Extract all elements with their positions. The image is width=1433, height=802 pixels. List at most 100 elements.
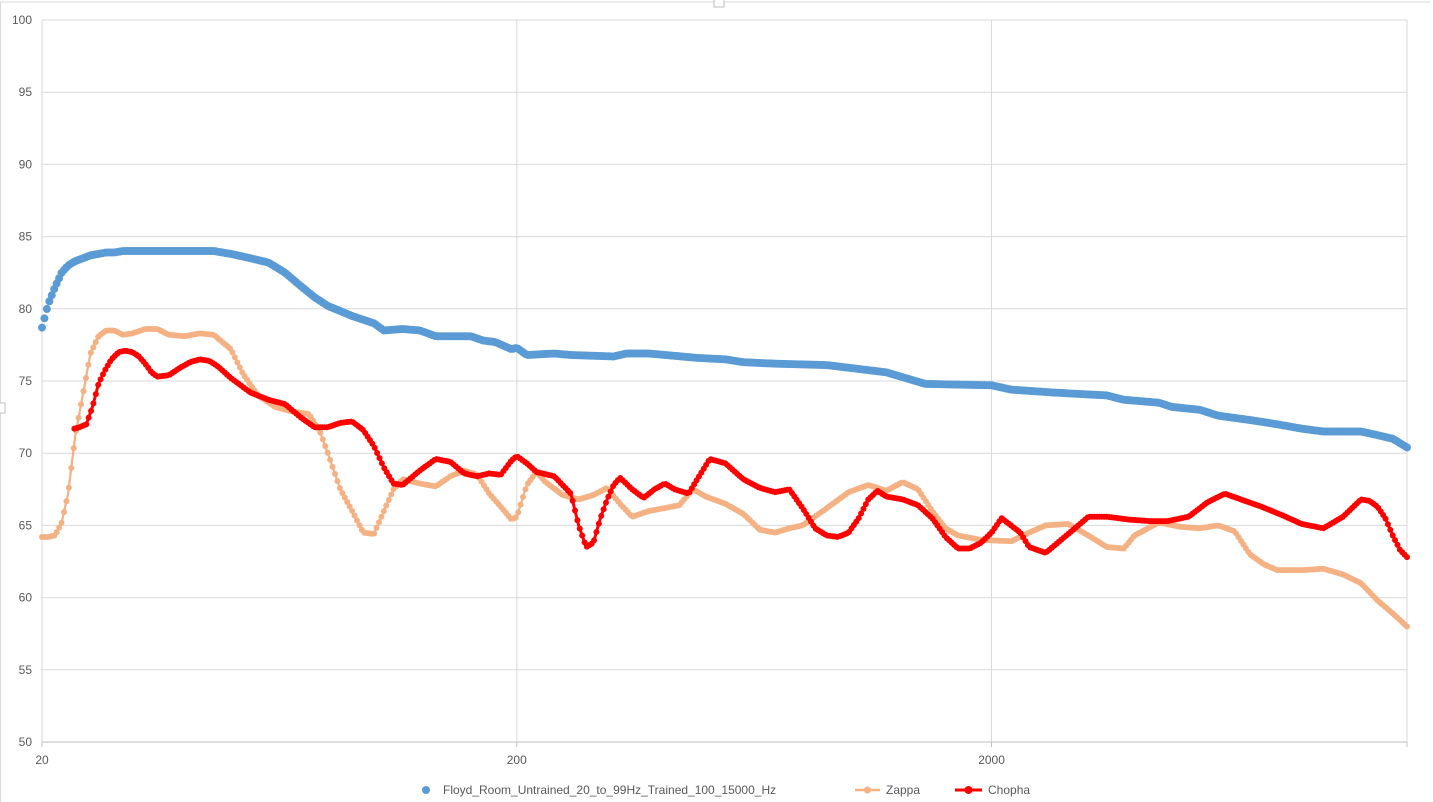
data-point-zappa [385, 497, 392, 504]
resize-handle-left[interactable] [0, 402, 6, 414]
gridlines [42, 19, 1408, 743]
data-point-zappa [80, 388, 87, 395]
data-point-zappa [317, 429, 324, 436]
y-tick-label: 85 [19, 230, 33, 244]
data-point-zappa [349, 507, 356, 514]
legend-marker-zappa [864, 786, 871, 794]
data-point-floyd-room-untrained-20-to-99hz-trained-100-15000-hz [38, 323, 46, 332]
data-point-chopha [569, 497, 576, 504]
data-point-zappa [354, 517, 360, 524]
data-point-chopha [83, 421, 90, 428]
data-point-zappa [356, 522, 363, 529]
data-point-zappa [517, 501, 524, 508]
series-Chopha [71, 347, 1410, 561]
axes: 50 55 60 65 70 75 80 85 90 95 100 20 200 2000 [12, 13, 1408, 767]
data-point-floyd-room-untrained-20-to-99hz-trained-100-15000-hz [45, 297, 54, 306]
data-point-zappa [231, 354, 238, 361]
data-point-chopha [97, 376, 104, 383]
data-point-chopha [593, 528, 600, 535]
data-point-chopha [99, 371, 106, 378]
data-point-chopha [602, 499, 609, 506]
data-point-chopha [1384, 521, 1391, 528]
data-point-zappa [520, 493, 527, 500]
data-point-chopha [572, 507, 578, 514]
data-point-zappa [339, 489, 346, 496]
data-point-chopha [595, 520, 602, 527]
data-point-zappa [90, 344, 97, 351]
data-point-zappa [324, 449, 331, 456]
data-point-chopha [1394, 541, 1401, 548]
data-point-zappa [327, 456, 334, 463]
data-point-chopha [1387, 526, 1394, 533]
resize-handle-top[interactable] [713, 0, 725, 8]
data-point-zappa [522, 486, 529, 493]
data-point-chopha [605, 493, 612, 500]
data-point-zappa [53, 529, 60, 536]
data-point-chopha [600, 506, 607, 513]
data-point-zappa [63, 498, 70, 505]
data-point-chopha [85, 414, 92, 421]
data-point-zappa [336, 485, 343, 492]
data-point-chopha [1389, 532, 1396, 539]
y-tick-label: 90 [19, 157, 33, 171]
series-Floyd_Room_Untrained_20_to_99Hz_Trained_100_15000_Hz [38, 247, 1411, 452]
data-point-zappa [512, 514, 519, 521]
y-tick-label: 55 [19, 663, 33, 677]
y-tick-label: 95 [19, 85, 33, 99]
data-point-zappa [229, 349, 236, 356]
data-point-zappa [75, 414, 82, 421]
data-point-zappa [87, 349, 94, 356]
data-point-chopha [378, 460, 385, 467]
data-point-chopha [862, 501, 869, 508]
data-point-floyd-room-untrained-20-to-99hz-trained-100-15000-hz [40, 314, 49, 323]
data-point-zappa [383, 502, 390, 509]
data-point-chopha [92, 391, 99, 398]
data-point-zappa [378, 513, 385, 520]
data-point-zappa [236, 364, 243, 371]
data-point-chopha [858, 510, 865, 517]
data-point-zappa [334, 477, 341, 484]
legend-marker-floyd [422, 786, 430, 794]
y-tick-label: 60 [19, 591, 33, 605]
data-point-zappa [388, 491, 395, 498]
data-point-chopha [88, 407, 95, 414]
data-point-chopha [598, 512, 605, 519]
data-point-chopha [567, 489, 574, 496]
y-tick-label: 65 [19, 518, 33, 532]
data-point-chopha [371, 444, 378, 451]
data-point-chopha [95, 381, 102, 388]
data-point-zappa [371, 530, 378, 537]
x-tick-label: 200 [507, 753, 527, 767]
data-point-chopha [855, 515, 862, 522]
legend-label-chopha: Chopha [988, 783, 1030, 797]
data-point-zappa [322, 443, 329, 450]
data-point-zappa [85, 361, 92, 368]
x-tick-label: 20 [35, 753, 49, 767]
data-point-zappa [332, 470, 339, 477]
data-point-chopha [576, 525, 583, 532]
data-point-zappa [319, 436, 326, 443]
x-tick-label: 2000 [978, 753, 1005, 767]
y-tick-label: 75 [19, 374, 33, 388]
data-point-chopha [574, 517, 581, 524]
data-point-zappa [234, 359, 241, 366]
data-point-zappa [375, 519, 382, 526]
plot-area [38, 247, 1411, 630]
data-point-zappa [60, 509, 67, 516]
data-point-zappa [344, 498, 351, 505]
data-point-zappa [70, 445, 77, 452]
data-point-zappa [380, 508, 387, 515]
legend-marker-chopha [964, 786, 973, 794]
data-point-chopha [607, 488, 614, 495]
legend-label-zappa: Zappa [886, 783, 920, 797]
legend: Floyd_Room_Untrained_20_to_99Hz_Trained_… [422, 783, 1030, 797]
y-tick-label: 70 [19, 446, 33, 460]
data-point-zappa [1404, 623, 1410, 630]
data-point-zappa [92, 339, 99, 346]
y-tick-label: 80 [19, 302, 33, 316]
data-point-zappa [346, 503, 353, 510]
data-point-chopha [579, 532, 586, 539]
data-point-zappa [351, 512, 358, 519]
legend-label-floyd: Floyd_Room_Untrained_20_to_99Hz_Trained_… [443, 783, 776, 797]
